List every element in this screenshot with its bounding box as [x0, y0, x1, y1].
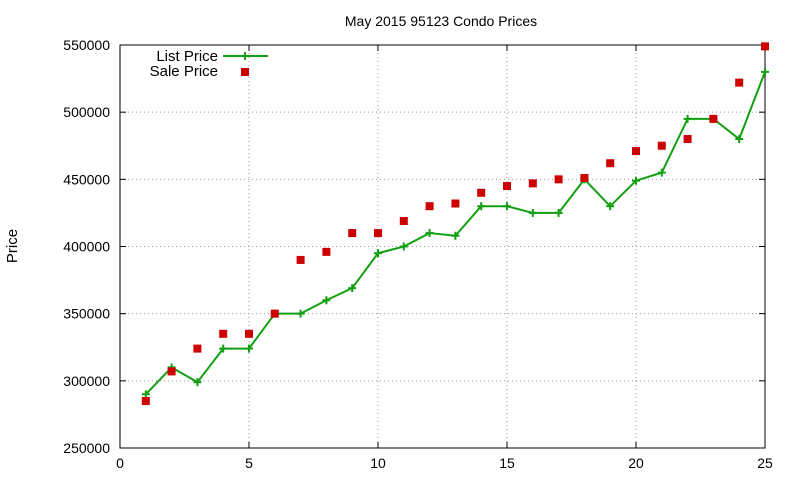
data-point-list-price	[761, 67, 769, 76]
data-point-sale-price	[141, 396, 150, 405]
data-point-sale-price	[657, 141, 666, 150]
data-point-list-price	[399, 242, 408, 251]
data-point-sale-price	[322, 247, 331, 256]
data-point-sale-price	[580, 173, 589, 182]
x-tick-label: 25	[757, 455, 773, 471]
legend: List Price Sale Price	[150, 48, 268, 80]
data-point-sale-price	[632, 147, 640, 156]
data-point-sale-price	[270, 309, 279, 318]
chart-title: May 2015 95123 Condo Prices	[345, 13, 537, 29]
data-point-list-price	[735, 135, 744, 144]
data-point-list-price	[348, 284, 357, 293]
data-point-sale-price	[528, 179, 537, 188]
y-tick-label: 350000	[63, 306, 110, 322]
data-point-sale-price	[709, 114, 718, 123]
data-point-list-price	[425, 229, 434, 238]
data-point-sale-price	[761, 42, 769, 51]
data-point-sale-price	[683, 135, 692, 144]
data-point-list-price	[322, 296, 331, 305]
y-tick-label: 300000	[63, 373, 110, 389]
data-point-list-price	[219, 344, 228, 353]
data-point-sale-price	[167, 367, 176, 376]
data-point-sale-price	[296, 255, 305, 264]
x-tick-label: 0	[116, 455, 124, 471]
data-point-list-price	[632, 176, 640, 185]
y-axis-label: Price	[4, 229, 21, 263]
data-point-list-price	[554, 208, 563, 217]
legend-label-list-price: List Price	[156, 48, 218, 65]
x-tick-label: 20	[628, 455, 644, 471]
data-point-sale-price	[425, 202, 434, 211]
data-point-list-price	[528, 208, 537, 217]
legend-label-sale-price: Sale Price	[150, 63, 218, 80]
data-point-list-price	[374, 249, 382, 258]
data-point-sale-price	[503, 182, 511, 191]
y-tick-label: 400000	[63, 239, 110, 255]
x-tick-label: 15	[499, 455, 515, 471]
data-point-list-price	[477, 202, 486, 211]
y-tick-label: 550000	[63, 37, 110, 53]
data-point-list-price	[245, 344, 253, 353]
data-point-list-price	[657, 168, 666, 177]
data-point-list-price	[296, 309, 305, 318]
data-point-sale-price	[735, 78, 744, 87]
data-point-sale-price	[193, 344, 202, 353]
data-point-sale-price	[245, 329, 253, 338]
axis-ticks: 0 5 10 15 20 25 250000 300000 350000 400000 450000…	[63, 37, 773, 471]
data-point-list-price	[503, 202, 511, 211]
data-point-list-price	[193, 378, 202, 387]
data-point-list-price	[451, 231, 460, 240]
y-tick-label: 500000	[63, 104, 110, 120]
data-point-list-price	[683, 114, 692, 123]
y-tick-label: 250000	[63, 440, 110, 456]
grid	[120, 45, 765, 448]
x-tick-label: 10	[370, 455, 386, 471]
data-series	[141, 42, 769, 405]
data-point-sale-price	[348, 229, 357, 238]
data-point-list-price	[606, 202, 615, 211]
data-point-sale-price	[219, 329, 228, 338]
data-point-sale-price	[374, 229, 382, 238]
data-point-sale-price	[451, 199, 460, 208]
legend-swatch-sale-price	[241, 68, 249, 76]
data-point-sale-price	[606, 159, 615, 168]
data-point-sale-price	[477, 188, 486, 197]
y-tick-label: 450000	[63, 171, 110, 187]
x-tick-label: 5	[245, 455, 253, 471]
data-point-sale-price	[554, 175, 563, 184]
data-point-list-price	[141, 390, 150, 399]
data-point-sale-price	[399, 216, 408, 225]
